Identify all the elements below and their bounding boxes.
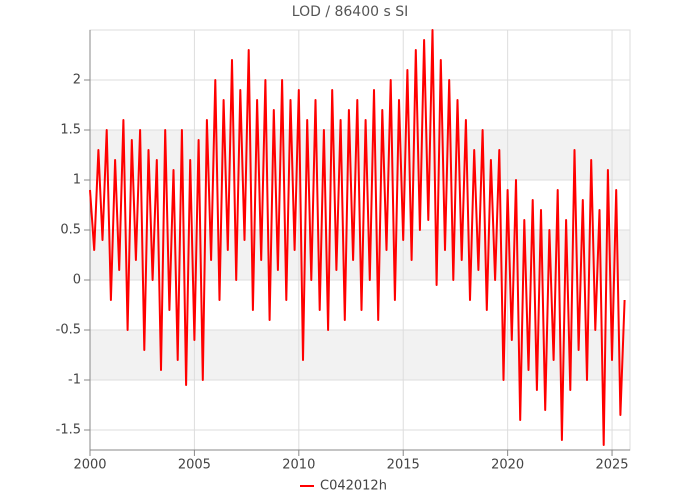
- x-tick-label: 2015: [387, 458, 420, 473]
- x-tick-label: 2025: [595, 458, 628, 473]
- y-tick-label: -1: [68, 373, 81, 388]
- y-tick-label: -1.5: [56, 423, 81, 438]
- band: [90, 330, 630, 380]
- y-tick-label: 1.5: [60, 123, 81, 138]
- y-tick-label: 2: [73, 73, 81, 88]
- y-tick-label: 1: [73, 173, 81, 188]
- legend-label: C042012h: [320, 479, 387, 494]
- band: [90, 130, 630, 180]
- y-tick-label: -0.5: [56, 323, 81, 338]
- chart-title: LOD / 86400 s SI: [292, 4, 408, 20]
- y-tick-label: 0: [73, 273, 81, 288]
- x-tick-label: 2000: [73, 458, 106, 473]
- x-tick-label: 2010: [282, 458, 315, 473]
- series-line: [89, 29, 626, 446]
- x-tick-label: 2020: [491, 458, 524, 473]
- y-tick-label: 0.5: [60, 223, 81, 238]
- x-tick-label: 2005: [178, 458, 211, 473]
